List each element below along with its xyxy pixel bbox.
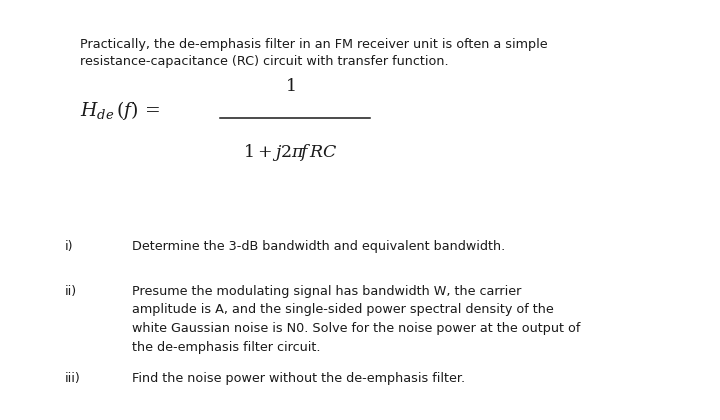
Text: Determine the 3-dB bandwidth and equivalent bandwidth.: Determine the 3-dB bandwidth and equival… — [132, 240, 505, 253]
Text: iii): iii) — [65, 372, 81, 385]
Text: Find the noise power without the de-emphasis filter.: Find the noise power without the de-emph… — [132, 372, 465, 385]
Text: $1$: $1$ — [284, 77, 295, 95]
Text: Presume the modulating signal has bandwidth W, the carrier
amplitude is A, and t: Presume the modulating signal has bandwi… — [132, 285, 580, 354]
Text: resistance-capacitance (RC) circuit with transfer function.: resistance-capacitance (RC) circuit with… — [80, 55, 449, 68]
Text: ii): ii) — [65, 285, 77, 298]
Text: i): i) — [65, 240, 73, 253]
Text: $H_{de}\,(f)\, =$: $H_{de}\,(f)\, =$ — [80, 99, 160, 121]
Text: $1 + j2\pi\!f\,RC$: $1 + j2\pi\!f\,RC$ — [243, 142, 337, 163]
Text: Practically, the de-emphasis filter in an FM receiver unit is often a simple: Practically, the de-emphasis filter in a… — [80, 38, 548, 51]
